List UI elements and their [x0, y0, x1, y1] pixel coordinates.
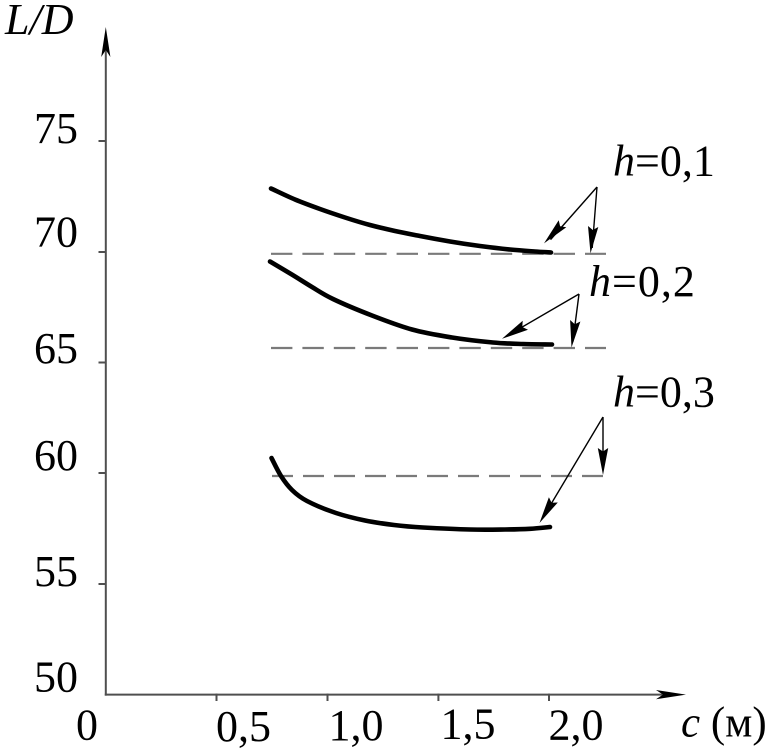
svg-text:c (м): c (м)	[681, 700, 767, 747]
svg-text:55: 55	[34, 547, 78, 596]
svg-text:1,5: 1,5	[441, 700, 496, 749]
svg-text:h=0,1: h=0,1	[613, 137, 715, 186]
svg-text:1,0: 1,0	[329, 701, 384, 750]
svg-text:50: 50	[34, 653, 78, 702]
svg-text:75: 75	[34, 104, 78, 153]
svg-text:2,0: 2,0	[549, 701, 604, 750]
svg-text:0,5: 0,5	[216, 702, 271, 750]
svg-text:60: 60	[34, 431, 78, 480]
svg-text:h=0,3: h=0,3	[613, 367, 715, 416]
svg-text:70: 70	[34, 208, 78, 257]
svg-text:65: 65	[34, 324, 78, 373]
svg-text:L/D: L/D	[4, 0, 74, 44]
svg-text:0: 0	[76, 701, 98, 750]
svg-text:h=0,2: h=0,2	[589, 257, 696, 306]
